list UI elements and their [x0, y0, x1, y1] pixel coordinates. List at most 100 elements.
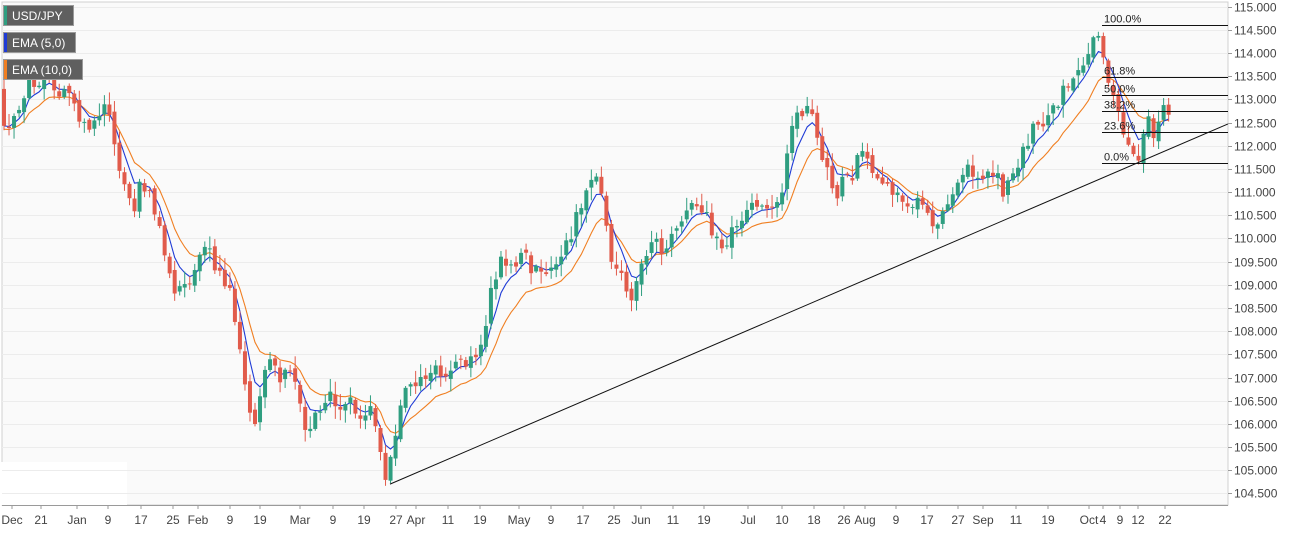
candle-down	[870, 148, 875, 179]
candle-down	[353, 397, 358, 419]
candle-up	[965, 159, 970, 180]
candle-down	[845, 171, 850, 178]
candle-down	[142, 178, 147, 198]
candle-up	[177, 280, 182, 296]
candle-body	[1131, 145, 1136, 155]
candle-body	[734, 225, 739, 228]
candle-body	[1036, 121, 1041, 125]
legend-ema5[interactable]: EMA (5,0)	[3, 32, 77, 53]
candle-body	[348, 397, 353, 404]
candle-body	[368, 406, 373, 416]
x-tick-label: Oct	[1080, 513, 1099, 527]
candle-body	[1126, 137, 1131, 145]
candle-up	[724, 236, 729, 250]
candle-up	[895, 187, 900, 203]
candle-body	[880, 177, 885, 184]
candle-body	[980, 175, 985, 179]
candle-up	[564, 232, 569, 260]
candle-body	[624, 271, 629, 292]
candle-body	[122, 172, 127, 185]
candle-body	[599, 176, 604, 194]
candle-up	[97, 103, 102, 126]
x-tick-label: 4	[1100, 513, 1107, 527]
candle-up	[1096, 31, 1101, 42]
candle-up	[995, 164, 1000, 190]
candle-body	[127, 183, 132, 199]
legend-label-usdjpy: USD/JPY	[12, 9, 63, 23]
legend-swatch-ema10	[4, 60, 7, 79]
candle-body	[1091, 37, 1096, 58]
candle-body	[408, 384, 413, 387]
candle-down	[338, 394, 343, 421]
candle-down	[67, 83, 72, 106]
candle-body	[729, 227, 734, 248]
candle-body	[1081, 65, 1086, 73]
candle-up	[393, 424, 398, 466]
y-tick-label: 109.000	[1234, 279, 1278, 293]
candle-body	[373, 408, 378, 427]
candle-body	[815, 112, 820, 138]
candle-down	[112, 101, 117, 156]
candle-body	[72, 93, 77, 104]
candle-body	[1046, 115, 1051, 126]
candle-body	[222, 269, 227, 287]
x-tick-label: 9	[893, 513, 900, 527]
candle-body	[147, 190, 152, 192]
legend-usdjpy[interactable]: USD/JPY	[3, 5, 74, 26]
candle-body	[458, 358, 463, 360]
candle-down	[222, 258, 227, 290]
x-tick-label: 19	[357, 513, 371, 527]
candle-body	[930, 210, 935, 227]
candle-body	[338, 406, 343, 410]
candle-body	[308, 428, 313, 432]
candle-up	[940, 207, 945, 229]
candle-body	[865, 151, 870, 159]
legend-ema10[interactable]: EMA (10,0)	[3, 59, 84, 80]
y-tick-label: 107.500	[1234, 348, 1278, 362]
candle-up	[258, 388, 263, 431]
candle-up	[398, 399, 403, 443]
candle-up	[1061, 79, 1066, 118]
candle-up	[1051, 103, 1056, 126]
candle-up	[313, 410, 318, 431]
candle-body	[92, 120, 97, 129]
candle-down	[253, 402, 257, 427]
candle-up	[790, 115, 795, 161]
candle-body	[950, 194, 955, 206]
candle-body	[62, 89, 67, 97]
x-tick-label: Feb	[188, 513, 209, 527]
candle-down	[659, 229, 664, 266]
candle-down	[514, 256, 519, 273]
candle-body	[985, 171, 990, 178]
candle-body	[157, 217, 162, 227]
candle-body	[323, 402, 328, 411]
x-tick-label: Jun	[631, 513, 650, 527]
candle-body	[67, 85, 72, 94]
candle-up	[1091, 35, 1096, 63]
candle-body	[293, 368, 298, 382]
candle-body	[940, 211, 945, 224]
candle-body	[995, 173, 1000, 179]
candle-up	[283, 367, 288, 388]
candle-down	[719, 233, 724, 254]
candle-body	[689, 202, 694, 210]
candle-body	[1151, 118, 1156, 139]
candle-body	[177, 286, 182, 292]
candle-body	[825, 157, 830, 168]
candle-body	[945, 204, 950, 211]
candle-body	[1096, 35, 1101, 38]
candle-body	[288, 370, 293, 372]
candle-down	[298, 380, 303, 413]
candle-up	[805, 96, 810, 117]
candle-down	[599, 166, 604, 197]
candle-down	[152, 185, 157, 221]
candle-body	[443, 373, 448, 377]
candle-up	[1021, 143, 1026, 181]
candle-up	[534, 264, 539, 273]
candle-body	[378, 428, 383, 453]
candle-body	[363, 415, 368, 421]
y-tick-label: 113.000	[1234, 93, 1277, 107]
candle-body	[343, 404, 348, 411]
candle-up	[749, 193, 754, 218]
candle-down	[87, 118, 92, 133]
